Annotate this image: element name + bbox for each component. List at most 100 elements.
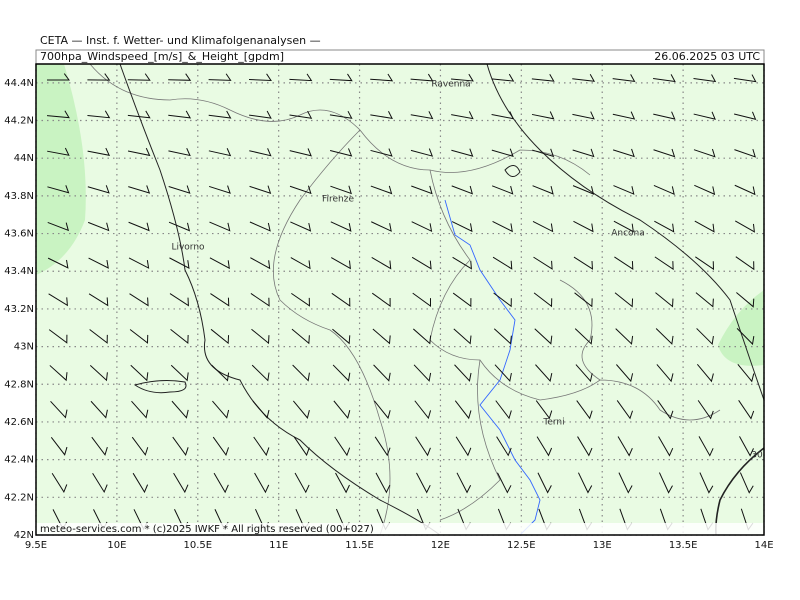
wind-barb — [415, 436, 431, 457]
wind-barb — [658, 436, 674, 457]
map-area: Ravenna Firenze Livorno Ancona Terni 30 … — [35, 63, 765, 536]
wind-barb — [252, 400, 270, 419]
wind-barb — [736, 292, 755, 308]
wind-barb — [129, 293, 149, 307]
wind-barb — [91, 436, 108, 456]
map-background — [36, 64, 764, 535]
wind-barb — [129, 329, 149, 344]
wind-barb — [168, 185, 191, 194]
wind-barb — [87, 185, 110, 194]
wind-barb — [413, 328, 432, 345]
wind-barb — [170, 328, 189, 345]
wind-barb — [210, 328, 230, 345]
wind-barb — [737, 363, 755, 383]
wind-barb — [173, 472, 189, 494]
wind-barb — [572, 148, 595, 158]
wind-barb — [335, 472, 350, 494]
wind-barb — [699, 472, 714, 494]
lat-tick-label: 44.2N — [4, 116, 34, 127]
wind-barb — [289, 148, 312, 157]
wind-barb — [370, 185, 393, 195]
wind-barb — [531, 111, 555, 120]
wind-barb — [452, 292, 472, 308]
wind-barb — [734, 149, 756, 158]
wind-barb — [370, 111, 393, 120]
wind-barb — [171, 400, 189, 419]
lat-tick-label: 42N — [14, 530, 34, 541]
wind-barb — [329, 73, 353, 82]
wind-barb — [169, 293, 189, 307]
wind-barb — [210, 293, 230, 307]
wind-barb — [87, 73, 111, 81]
wind-barb — [416, 472, 431, 494]
contour-label: 30 — [751, 451, 763, 461]
wind-barb — [696, 364, 714, 383]
wind-barb — [694, 220, 715, 233]
wind-barb — [331, 257, 351, 270]
wind-barb — [48, 293, 68, 307]
wind-barb — [492, 221, 513, 233]
wind-barb — [574, 292, 593, 308]
wind-barb — [250, 293, 270, 307]
wind-barb — [615, 328, 634, 345]
lon-tick-label: 13E — [593, 540, 612, 551]
wind-barb — [617, 436, 633, 457]
lat-tick-label: 43N — [14, 342, 34, 353]
wind-barb — [289, 110, 313, 119]
wind-barb — [170, 364, 189, 382]
wind-barb — [574, 328, 593, 345]
wind-barb — [492, 256, 513, 270]
wind-barb — [168, 221, 191, 232]
wind-barb — [454, 400, 472, 420]
wind-barb — [334, 436, 351, 457]
lat-tick-label: 43.2N — [4, 304, 34, 315]
wind-barb — [208, 73, 232, 81]
lon-tick-label: 10.5E — [183, 540, 212, 551]
wind-barb — [572, 111, 595, 120]
wind-barb — [653, 184, 675, 196]
wind-barb — [736, 328, 755, 346]
wind-barb — [208, 148, 232, 157]
wind-barb — [573, 220, 594, 233]
lon-tick-label: 14E — [754, 540, 773, 551]
lat-tick-label: 43.4N — [4, 266, 34, 277]
wind-barb — [128, 221, 150, 232]
wind-barb — [738, 400, 755, 420]
wind-barb — [532, 185, 554, 195]
lat-tick-label: 44N — [14, 153, 34, 164]
wind-barb — [493, 328, 512, 345]
wind-barb — [87, 221, 110, 232]
wind-barb — [573, 256, 593, 270]
lat-tick-label: 44.4N — [4, 78, 34, 89]
wind-barb — [413, 364, 432, 382]
wind-barb — [131, 436, 149, 456]
wind-barb — [414, 400, 432, 420]
wind-barb — [132, 472, 149, 494]
wind-barb — [51, 473, 68, 494]
river — [444, 199, 541, 536]
wind-barb — [614, 256, 634, 271]
wind-barb — [292, 364, 310, 382]
wind-barb — [493, 292, 512, 308]
wind-barb — [694, 184, 716, 196]
wind-barb — [333, 400, 351, 420]
lat-tick-label: 42.4N — [4, 455, 34, 466]
wind-barb — [653, 74, 676, 83]
wind-barb — [329, 110, 353, 119]
wind-barb — [291, 328, 310, 345]
wind-barb — [532, 148, 555, 158]
wind-barb — [451, 111, 474, 120]
wind-barb — [733, 74, 757, 83]
place-label: Ravenna — [431, 80, 470, 90]
lon-tick-label: 11E — [269, 540, 288, 551]
wind-barb — [496, 436, 512, 457]
wind-barb — [212, 400, 230, 419]
wind-barb — [654, 220, 675, 233]
place-label: Firenze — [322, 195, 354, 205]
wind-barb — [292, 400, 310, 419]
wind-barb — [575, 364, 593, 383]
wind-barb — [169, 257, 190, 270]
lon-tick-label: 9.5E — [25, 540, 47, 551]
wind-barb — [454, 364, 472, 382]
wind-barb — [127, 110, 151, 119]
